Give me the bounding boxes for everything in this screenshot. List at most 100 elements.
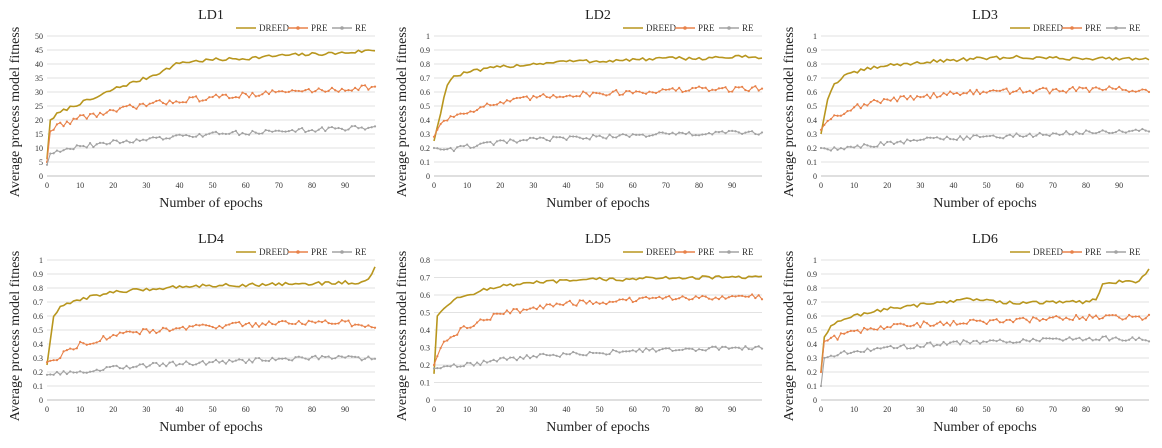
- data-point: [251, 361, 254, 364]
- data-point: [737, 346, 740, 349]
- data-point: [1128, 130, 1131, 133]
- data-point: [185, 133, 188, 137]
- data-point: [548, 303, 552, 306]
- data-point: [588, 351, 591, 354]
- data-point: [452, 149, 455, 153]
- data-point: [55, 149, 59, 152]
- data-point: [1084, 318, 1088, 322]
- data-point: [575, 352, 578, 355]
- data-point: [856, 329, 859, 332]
- data-point: [552, 305, 555, 308]
- data-point: [88, 142, 92, 145]
- data-point: [896, 346, 899, 350]
- data-point: [648, 134, 651, 137]
- data-point: [340, 319, 343, 322]
- data-point: [98, 369, 102, 372]
- data-point: [849, 329, 852, 333]
- data-point: [287, 322, 290, 325]
- data-point: [72, 117, 75, 120]
- data-point: [611, 90, 615, 93]
- data-point: [224, 362, 228, 365]
- data-point: [208, 361, 211, 364]
- x-tick-label: 60: [242, 181, 250, 190]
- data-point: [707, 347, 711, 350]
- data-point: [102, 335, 105, 338]
- data-point: [532, 354, 535, 358]
- data-point: [691, 86, 694, 90]
- data-point: [985, 91, 988, 94]
- x-tick-label: 90: [1115, 181, 1123, 190]
- series-line-re: [433, 345, 763, 370]
- data-point: [1002, 137, 1005, 140]
- data-point: [317, 87, 320, 90]
- data-point: [1012, 135, 1015, 138]
- data-point: [175, 100, 178, 103]
- data-point: [661, 88, 664, 91]
- data-point: [674, 349, 677, 352]
- data-point: [978, 135, 982, 139]
- data-point: [879, 101, 882, 105]
- data-point: [161, 138, 165, 141]
- data-point: [601, 301, 605, 304]
- x-tick-label: 50: [596, 181, 604, 190]
- data-point: [949, 90, 952, 93]
- data-point: [519, 139, 522, 142]
- data-point: [1022, 91, 1025, 94]
- x-tick-label: 30: [529, 181, 537, 190]
- data-point: [69, 347, 72, 350]
- data-point: [274, 91, 277, 94]
- data-point: [489, 104, 492, 107]
- data-point: [876, 346, 879, 350]
- data-point: [562, 95, 565, 99]
- y-tick-label: 0: [426, 172, 430, 181]
- data-point: [734, 85, 737, 89]
- data-point: [972, 318, 975, 321]
- data-point: [658, 295, 661, 298]
- data-point: [975, 319, 978, 323]
- y-tick-label: 0.6: [807, 88, 817, 97]
- data-point: [628, 135, 631, 139]
- y-tick-label: 0.5: [807, 326, 817, 335]
- data-point: [1094, 314, 1098, 317]
- chart-panel-ld1: LD1 0 5 10 15 20 25 30 35 40 45 50 0 10 20 30 40 50 60 70 80…: [0, 0, 387, 224]
- data-point: [588, 138, 591, 141]
- x-tick-label: 30: [142, 405, 150, 414]
- data-point: [274, 129, 277, 132]
- data-point: [85, 371, 88, 374]
- y-axis-label: Average process model fitness: [395, 251, 410, 421]
- data-point: [340, 127, 343, 130]
- data-point: [72, 148, 75, 151]
- data-point: [1108, 132, 1111, 135]
- data-point: [929, 324, 932, 328]
- data-point: [925, 322, 929, 325]
- data-point: [297, 128, 300, 131]
- data-point: [995, 89, 998, 92]
- data-point: [1094, 86, 1098, 89]
- data-point: [367, 126, 370, 129]
- data-point: [724, 132, 727, 135]
- data-point: [1061, 339, 1064, 342]
- data-point: [218, 324, 221, 328]
- data-point: [992, 134, 995, 137]
- x-tick-label: 50: [983, 181, 991, 190]
- data-point: [1144, 339, 1147, 342]
- data-point: [668, 88, 671, 91]
- data-point: [608, 352, 611, 356]
- data-point: [538, 136, 542, 139]
- data-point: [1002, 321, 1005, 324]
- data-point: [155, 361, 158, 365]
- data-point: [674, 133, 677, 136]
- series-markers-pre: [819, 85, 1151, 131]
- data-point: [72, 348, 75, 351]
- data-point: [324, 319, 327, 322]
- data-point: [724, 345, 727, 348]
- data-point: [118, 142, 121, 145]
- data-point: [337, 322, 340, 325]
- data-point: [277, 129, 281, 132]
- data-point: [826, 356, 829, 359]
- data-point: [198, 324, 201, 327]
- x-tick-label: 40: [950, 181, 958, 190]
- x-tick-label: 20: [883, 405, 891, 414]
- data-point: [261, 132, 264, 135]
- data-point: [1088, 336, 1091, 339]
